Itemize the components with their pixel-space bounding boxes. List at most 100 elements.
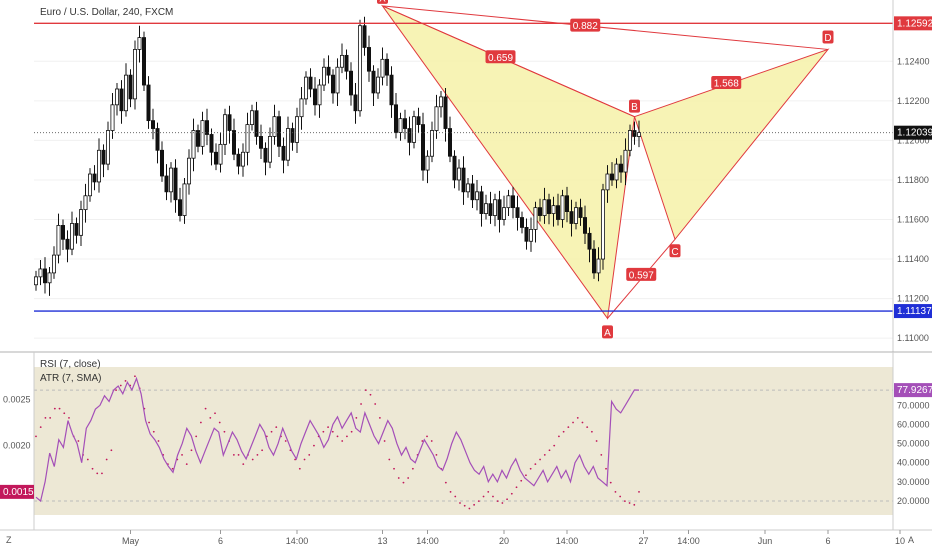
atr-point [558, 435, 560, 438]
atr-point [303, 458, 306, 461]
atr-point [605, 467, 607, 470]
point-x-label: X [379, 0, 386, 4]
rsi-axis: 77.9267 70.0000 60.0000 50.0000 40.0000 30.00… [892, 352, 932, 530]
candle-body [222, 114, 227, 145]
atr-point [124, 379, 127, 382]
time-tick-label: 10 [895, 536, 905, 546]
price-label-bg-support [894, 304, 932, 319]
price-tick-label: 1.12400 [897, 56, 930, 66]
candle-body [303, 76, 308, 100]
atr-point [576, 416, 579, 419]
price-tick-label: 1.11400 [897, 254, 929, 264]
atr-point [482, 495, 485, 498]
atr-point [515, 486, 518, 489]
candle-body [425, 155, 430, 171]
atr-point [595, 440, 598, 442]
price-label-support: 1.11137 [897, 306, 932, 317]
atr-point [294, 458, 297, 461]
atr-point [360, 403, 362, 405]
candle-body [155, 128, 160, 151]
candle-body [443, 96, 448, 129]
point-c-label-bg [669, 244, 681, 258]
candle-body [326, 66, 331, 76]
atr-point [581, 421, 584, 424]
atr-point [454, 495, 457, 498]
candle-body [101, 149, 106, 165]
candle-body [529, 228, 534, 242]
price-axis: 1.12400 1.12200 1.12000 1.11800 1.11600 1.114… [892, 0, 932, 352]
candle-body [43, 268, 48, 284]
candle-body [470, 183, 475, 201]
candle-body [209, 134, 214, 153]
candle-body [524, 227, 529, 242]
candle-body [52, 254, 57, 274]
ratio-xd-label: 0.882 [573, 21, 598, 32]
candle-body [218, 143, 223, 165]
candle-body [34, 276, 39, 286]
rsi-band [34, 367, 893, 515]
pattern-line-xd [382, 5, 829, 50]
atr-point [214, 412, 216, 415]
candle-body [488, 203, 493, 216]
candle-body [479, 191, 484, 214]
candle-body [407, 128, 412, 143]
atr-point [223, 430, 226, 433]
candle-body [168, 167, 173, 193]
atr-point [510, 492, 513, 495]
candle-body [434, 106, 439, 131]
atr-point [331, 430, 334, 433]
candle-body [393, 104, 398, 133]
candle-body [70, 223, 75, 250]
atr-point [322, 430, 325, 433]
rsi-last-label-bg [894, 383, 932, 398]
candle-body [186, 157, 191, 185]
atr-point [590, 430, 593, 433]
rsi-tick-label: 40.0000 [897, 458, 930, 468]
candle-body [456, 167, 461, 181]
corner-left-label[interactable]: Z [6, 535, 12, 545]
atr-point [567, 426, 570, 429]
candle-body [542, 199, 547, 216]
atr-point [548, 449, 551, 452]
atr-point [134, 375, 136, 378]
candle-body [115, 88, 120, 106]
candle-body [330, 74, 335, 94]
price-tick-label: 1.11800 [897, 175, 929, 185]
candle-body [411, 116, 416, 143]
time-tick-label: 27 [638, 536, 648, 546]
atr-point [525, 474, 527, 477]
rsi-tick-label: 30.0000 [897, 477, 930, 487]
candle-body [501, 207, 506, 220]
candle-body [465, 183, 470, 193]
atr-point [171, 467, 174, 470]
candle-body [551, 205, 556, 214]
candle-body [596, 258, 601, 274]
time-tick-label: 20 [499, 536, 509, 546]
atr-point [520, 479, 523, 482]
point-d-label: D [824, 33, 831, 44]
price-label-last: 1.12039 [897, 128, 932, 139]
atr-point [388, 458, 391, 461]
candle-body [110, 104, 115, 131]
price-tick-label: 1.12000 [897, 135, 930, 145]
candle-body [344, 54, 349, 72]
rsi-series [35, 376, 640, 503]
atr-point [199, 421, 202, 424]
atr-point [242, 463, 245, 466]
time-tick-label: 6 [218, 536, 223, 546]
corner-right-label[interactable]: A [908, 535, 914, 545]
candle-body [637, 132, 642, 137]
candle-body [263, 147, 268, 163]
atr-point [77, 440, 80, 442]
candle-body [348, 70, 353, 96]
candle-body [132, 49, 137, 100]
atr-point [195, 435, 198, 438]
atr-point [308, 453, 311, 456]
candle-body [474, 191, 479, 201]
candle-body [231, 130, 236, 155]
atr-point [501, 502, 504, 504]
candle-body [92, 173, 97, 183]
atr-point [101, 472, 103, 475]
candle-body [389, 74, 394, 106]
indicator-pane: RSI (7, close) ATR (7, SMA) [34, 359, 893, 515]
